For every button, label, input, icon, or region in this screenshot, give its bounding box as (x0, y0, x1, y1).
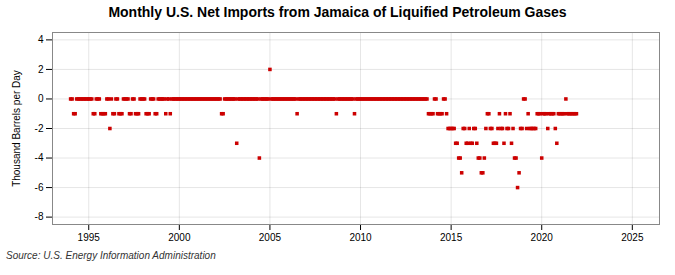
svg-text:-6: -6 (35, 182, 44, 193)
svg-text:-8: -8 (35, 211, 44, 222)
svg-text:-2: -2 (35, 123, 44, 134)
svg-text:2015: 2015 (440, 232, 463, 243)
html-text:Source: U.S. Energy Informatio: Source: U.S. Energy Information Administ… (6, 250, 216, 261)
svg-text:2010: 2010 (349, 232, 372, 243)
svg-text:2025: 2025 (621, 232, 644, 243)
svg-text:4: 4 (38, 34, 44, 45)
svg-text:Thousand Barrels per Day: Thousand Barrels per Day (11, 70, 22, 187)
svg-text:2005: 2005 (259, 232, 282, 243)
svg-text:-4: -4 (35, 152, 44, 163)
html-text:Monthly U.S. Net Imports from: Monthly U.S. Net Imports from Jamaica of… (108, 4, 567, 20)
svg-text:2: 2 (38, 64, 44, 75)
svg-text:2020: 2020 (531, 232, 554, 243)
svg-text:1995: 1995 (78, 232, 101, 243)
svg-text:2000: 2000 (168, 232, 191, 243)
svg-text:0: 0 (38, 93, 44, 104)
